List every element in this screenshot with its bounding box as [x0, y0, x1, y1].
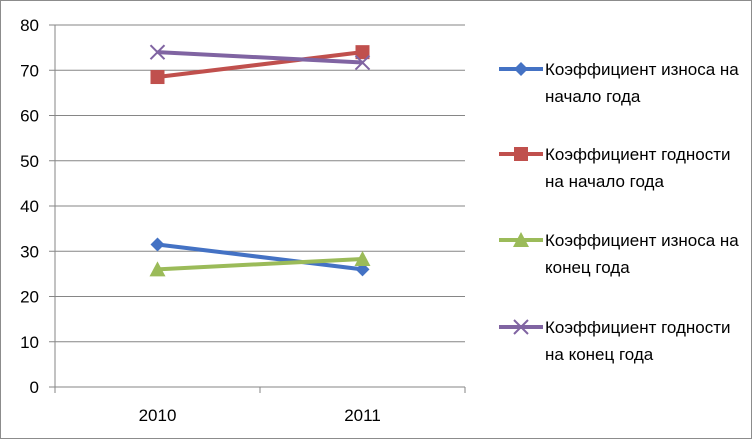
- series-1: [150, 237, 370, 277]
- y-tick-label: 50: [20, 152, 39, 171]
- legend-marker: [513, 232, 529, 247]
- y-tick-label: 80: [20, 16, 39, 35]
- legend-marker: [514, 62, 528, 76]
- chart-legend: Коэффициент износа на начало года Коэффиц…: [497, 1, 751, 438]
- series-2: [150, 45, 370, 85]
- legend-label: Коэффициент годности на конец года: [545, 318, 731, 364]
- legend-swatch: [499, 232, 543, 247]
- series-3: [149, 250, 371, 277]
- y-tick-label: 60: [20, 107, 39, 126]
- data-point: [150, 70, 165, 85]
- y-tick-label: 30: [20, 242, 39, 261]
- data-point: [149, 44, 166, 60]
- legend-label: Коэффициент износа на конец года: [545, 231, 739, 277]
- legend-marker: [514, 147, 528, 161]
- data-point: [150, 237, 165, 252]
- series-line: [157, 50, 363, 80]
- series-line: [157, 242, 363, 272]
- series-line: [157, 256, 363, 272]
- data-point: [149, 261, 166, 277]
- x-tick-label: 2010: [139, 406, 177, 425]
- y-tick-label: 0: [30, 378, 39, 397]
- legend-swatch: [499, 319, 543, 335]
- data-point: [354, 250, 371, 266]
- x-tick-label: 2011: [344, 406, 381, 425]
- y-tick-label: 40: [20, 197, 39, 216]
- series-4: [149, 44, 371, 71]
- legend-swatch: [499, 62, 543, 76]
- legend-label: Коэффициент износа на начало года: [545, 60, 739, 106]
- y-tick-label: 20: [20, 288, 39, 307]
- data-point: [355, 45, 370, 60]
- y-tick-label: 70: [20, 61, 39, 80]
- legend-label: Коэффициент годности на начало года: [545, 145, 731, 191]
- legend-swatch: [499, 147, 543, 161]
- series-line: [157, 50, 363, 65]
- y-tick-label: 10: [20, 333, 39, 352]
- data-point: [354, 54, 371, 71]
- legend-marker: [513, 319, 529, 335]
